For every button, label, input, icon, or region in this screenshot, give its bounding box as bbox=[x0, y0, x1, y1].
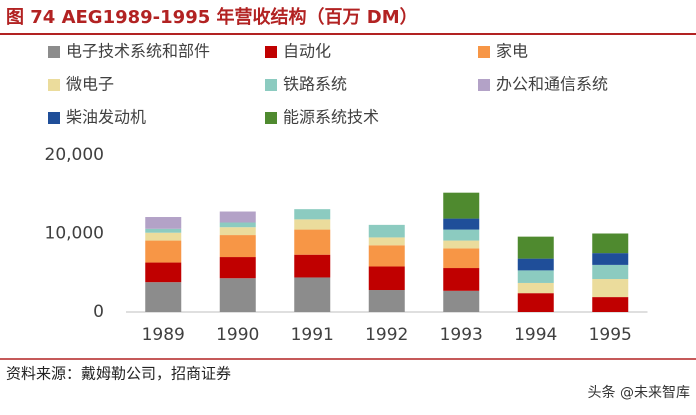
legend-swatch bbox=[265, 112, 277, 124]
legend-label: 办公和通信系统 bbox=[496, 75, 608, 94]
bar-segment bbox=[294, 229, 331, 255]
chart-title: 图 74 AEG1989-1995 年营收结构（百万 DM） bbox=[6, 6, 418, 28]
bar-segment bbox=[368, 266, 405, 291]
watermark: 头条 @未来智库 bbox=[588, 384, 690, 401]
bar-segment bbox=[145, 262, 182, 283]
bar-segment bbox=[517, 236, 554, 259]
bar-segment bbox=[294, 219, 331, 230]
bar-segment bbox=[443, 229, 480, 241]
legend-label: 柴油发动机 bbox=[66, 108, 146, 127]
legend-swatch bbox=[265, 79, 277, 91]
legend-swatch bbox=[478, 79, 490, 91]
bar-segment bbox=[368, 290, 405, 312]
legend-swatch bbox=[478, 46, 490, 58]
legend-swatch bbox=[265, 46, 277, 58]
bar-segment bbox=[145, 228, 182, 233]
legend-label: 电子技术系统和部件 bbox=[66, 42, 210, 61]
x-tick-label: 1989 bbox=[142, 325, 185, 345]
bar-segment bbox=[219, 227, 256, 236]
bar-segment bbox=[219, 235, 256, 258]
source: 资料来源：戴姆勒公司，招商证券 bbox=[6, 365, 231, 383]
bar-segment bbox=[145, 232, 182, 241]
bar-segment bbox=[443, 290, 480, 312]
legend-label: 铁路系统 bbox=[283, 75, 347, 94]
legend-swatch bbox=[48, 112, 60, 124]
bar-segment bbox=[294, 254, 331, 278]
bar-segment bbox=[294, 277, 331, 312]
bar-segment bbox=[145, 282, 182, 312]
bar-segment bbox=[219, 222, 256, 228]
legend-label: 能源系统技术 bbox=[283, 108, 379, 127]
x-tick-label: 1994 bbox=[514, 325, 557, 345]
bar-segment bbox=[443, 248, 480, 269]
bar-segment bbox=[443, 268, 480, 291]
bar-segment bbox=[592, 264, 629, 280]
x-tick-label: 1995 bbox=[589, 325, 632, 345]
x-tick-label: 1992 bbox=[365, 325, 408, 345]
bar-segment bbox=[219, 278, 256, 312]
legend-swatch bbox=[48, 46, 60, 58]
bar-segment bbox=[592, 297, 629, 312]
x-tick-label: 1993 bbox=[440, 325, 483, 345]
bar-segment bbox=[368, 237, 405, 246]
legend-swatch bbox=[48, 79, 60, 91]
bar-segment bbox=[294, 209, 331, 220]
legend-label: 微电子 bbox=[66, 75, 114, 94]
y-tick-label: 10,000 bbox=[45, 224, 104, 244]
bar-segment bbox=[443, 240, 480, 249]
bar-segment bbox=[443, 192, 480, 219]
bar-segment bbox=[443, 218, 480, 230]
bar-segment bbox=[517, 270, 554, 283]
bar-segment bbox=[219, 211, 256, 223]
x-tick-label: 1990 bbox=[216, 325, 259, 345]
bar-segment bbox=[517, 293, 554, 312]
bar-segment bbox=[592, 253, 629, 265]
bar-segment bbox=[219, 257, 256, 279]
bar-segment bbox=[368, 224, 405, 238]
y-tick-label: 0 bbox=[93, 302, 104, 322]
bar-segment bbox=[517, 282, 554, 294]
legend-label: 自动化 bbox=[283, 42, 331, 61]
y-tick-label: 20,000 bbox=[45, 145, 104, 165]
bar-segment bbox=[145, 217, 182, 229]
bar-segment bbox=[145, 240, 182, 263]
x-tick-label: 1991 bbox=[291, 325, 334, 345]
bar-segment bbox=[368, 245, 405, 267]
legend-label: 家电 bbox=[496, 42, 528, 61]
bar-segment bbox=[517, 258, 554, 271]
bar-segment bbox=[592, 233, 629, 254]
bar-segment bbox=[592, 279, 629, 298]
